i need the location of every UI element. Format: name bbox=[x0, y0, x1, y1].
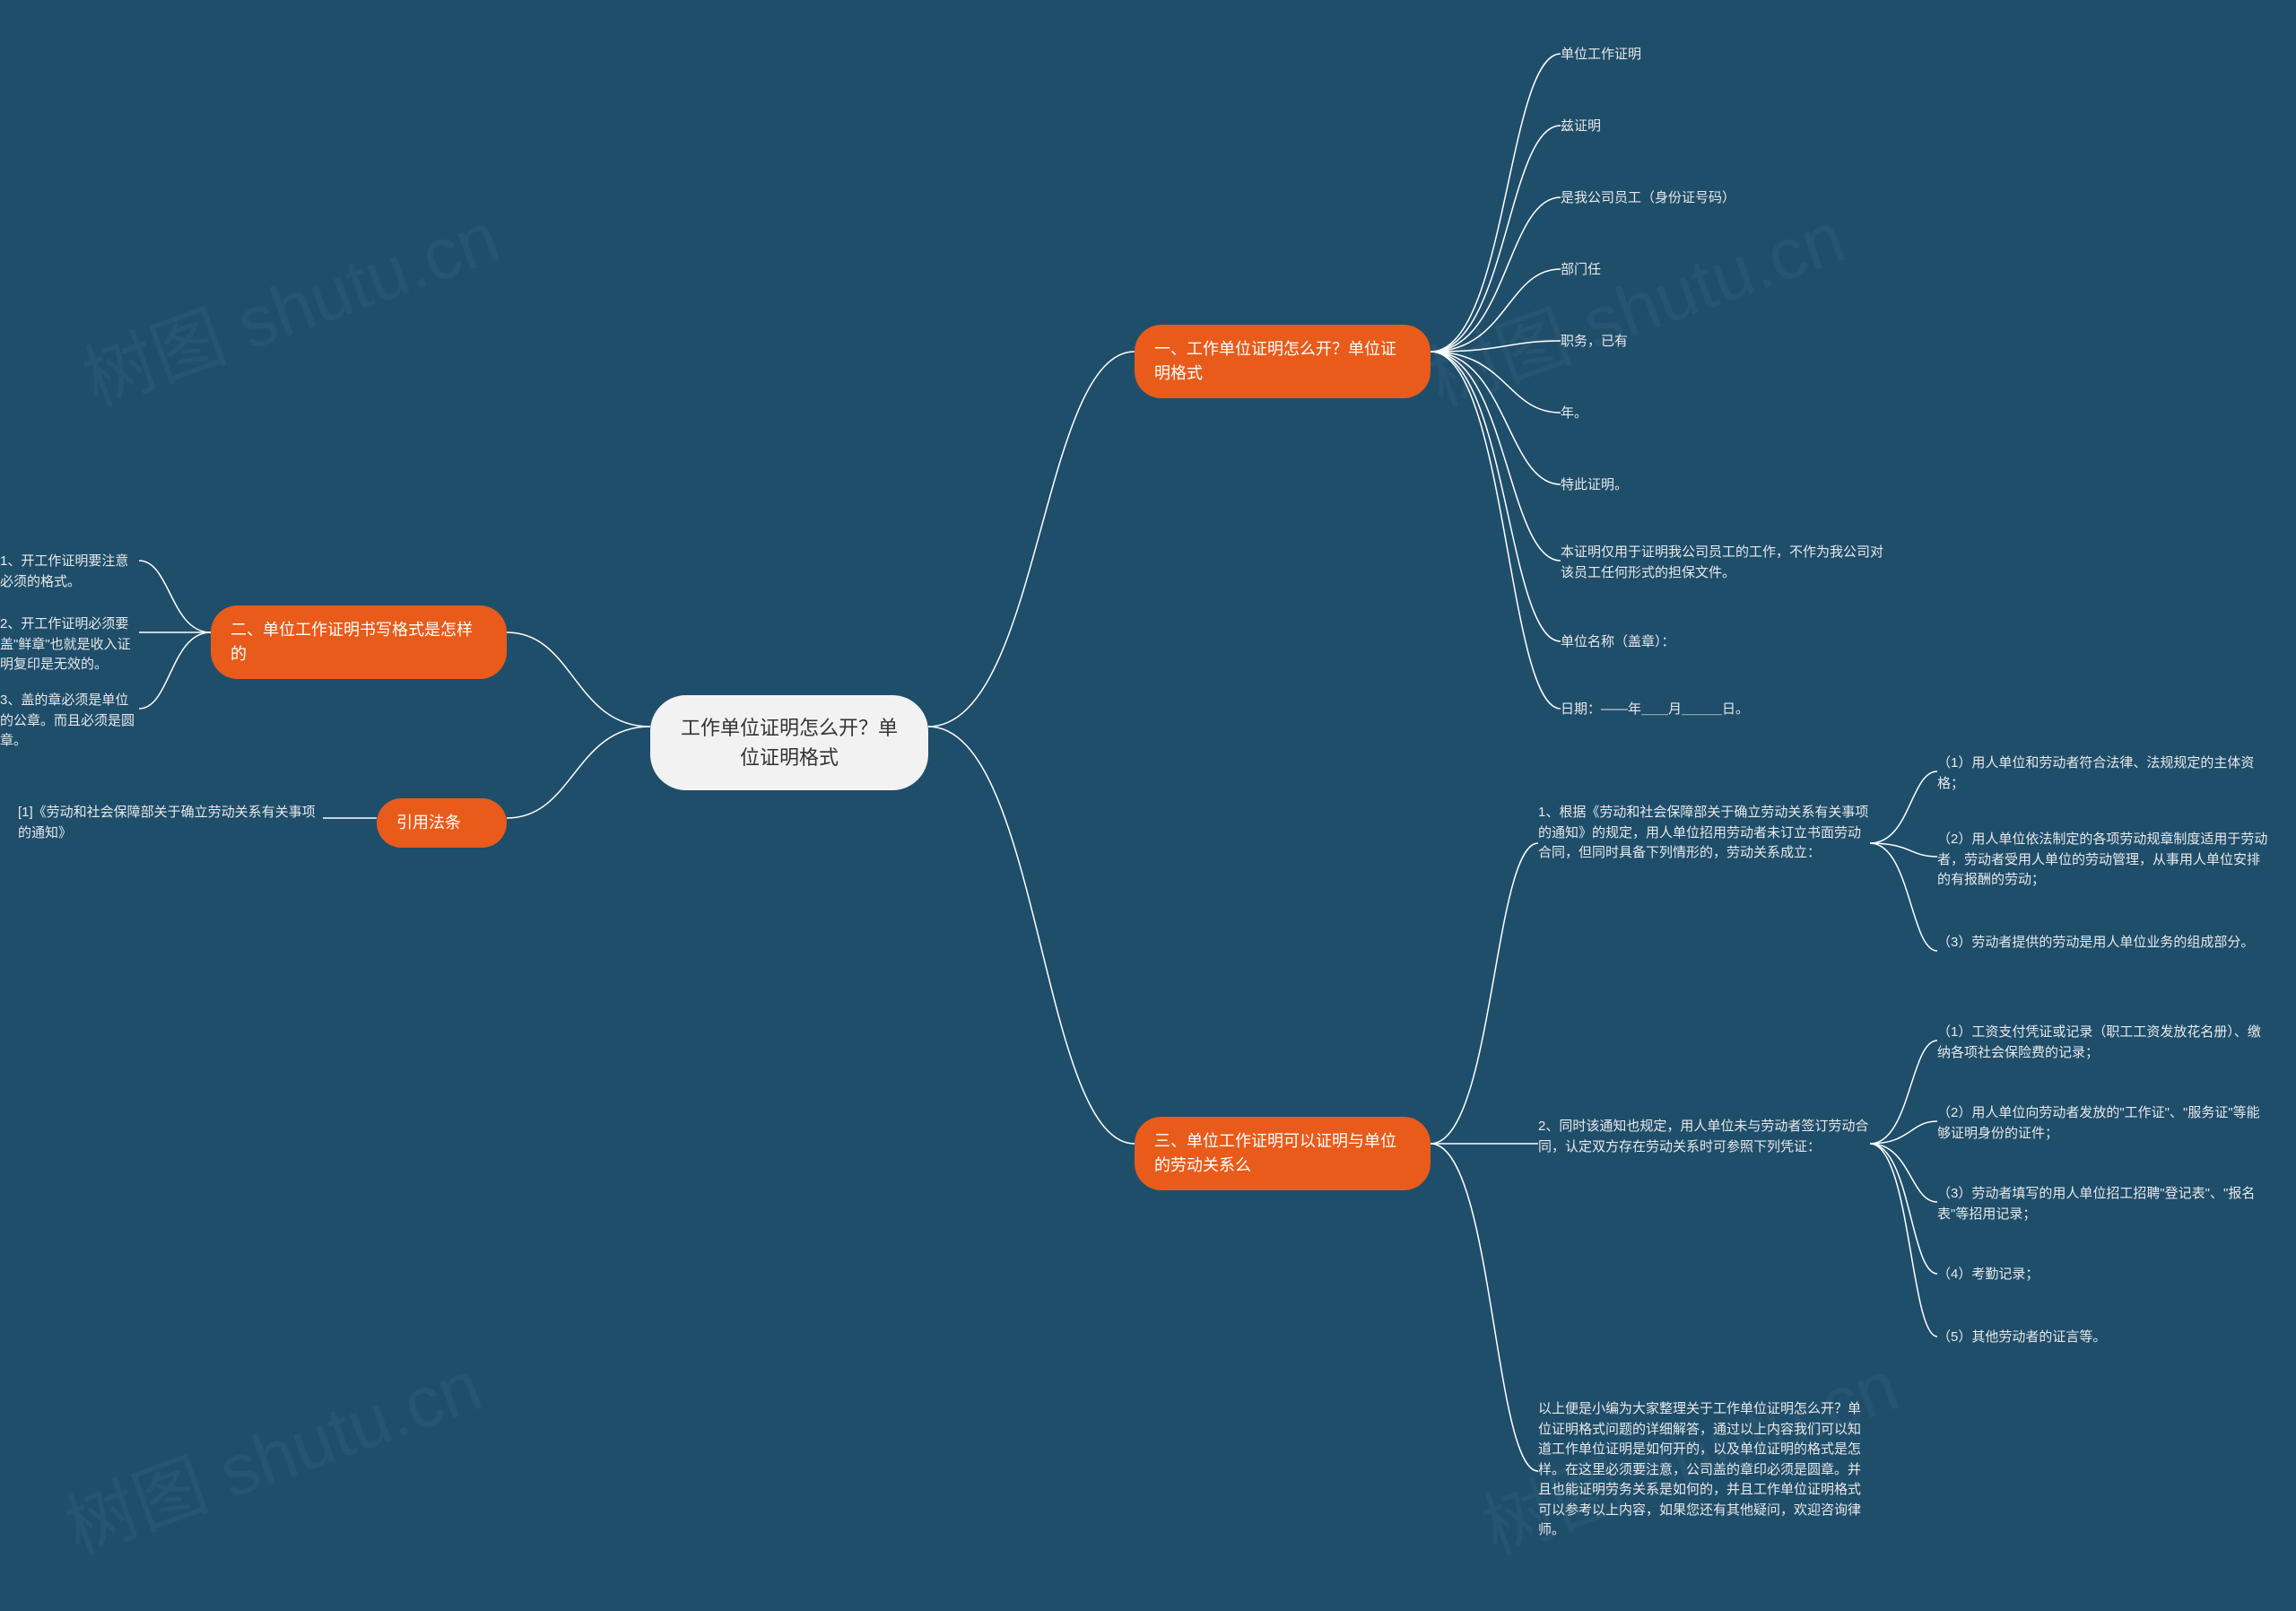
b2-leaf-2: 3、盖的章必须是单位的公章。而且必须是圆章。 bbox=[0, 691, 139, 752]
b3-c2: 2、同时该通知也规定，用人单位未与劳动者签订劳动合同，认定双方存在劳动关系时可参… bbox=[1538, 1117, 1870, 1157]
b4-leaf-0: [1]《劳动和社会保障部关于确立劳动关系有关事项的通知》 bbox=[18, 803, 323, 843]
b1-leaf-9: 日期：——年＿＿月＿＿＿日。 bbox=[1561, 700, 1749, 720]
b3-c1-sub-1: （2）用人单位依法制定的各项劳动规章制度适用于劳动者，劳动者受用人单位的劳动管理… bbox=[1937, 830, 2269, 891]
b1-leaf-2: 是我公司员工（身份证号码） bbox=[1561, 188, 1735, 209]
b1-leaf-0: 单位工作证明 bbox=[1561, 45, 1641, 65]
b3-c3: 以上便是小编为大家整理关于工作单位证明怎么开？单位证明格式问题的详细解答，通过以… bbox=[1538, 1399, 1870, 1541]
b3-c1-sub-0: （1）用人单位和劳动者符合法律、法规规定的主体资格； bbox=[1937, 753, 2269, 794]
watermark: 树图 shutu.cn bbox=[67, 180, 511, 427]
b3-c2-sub-1: （2）用人单位向劳动者发放的"工作证"、"服务证"等能够证明身份的证件； bbox=[1937, 1103, 2269, 1144]
b1-leaf-5: 年。 bbox=[1561, 404, 1587, 424]
branch-4: 引用法条 bbox=[377, 798, 507, 848]
branch-3: 三、单位工作证明可以证明与单位的劳动关系么 bbox=[1135, 1117, 1431, 1190]
watermark: 树图 shutu.cn bbox=[1413, 180, 1857, 427]
b1-leaf-8: 单位名称（盖章）： bbox=[1561, 632, 1675, 653]
connector-layer bbox=[0, 0, 2296, 1611]
b3-c2-sub-4: （5）其他劳动者的证言等。 bbox=[1937, 1328, 2106, 1348]
b2-leaf-1: 2、开工作证明必须要盖"鲜章"也就是收入证明复印是无效的。 bbox=[0, 614, 139, 675]
branch-1: 一、工作单位证明怎么开？单位证明格式 bbox=[1135, 325, 1431, 398]
b1-leaf-4: 职务，已有 bbox=[1561, 332, 1628, 353]
b3-c2-sub-3: （4）考勤记录； bbox=[1937, 1265, 2039, 1285]
root-node: 工作单位证明怎么开？单位证明格式 bbox=[650, 695, 928, 790]
branch-2: 二、单位工作证明书写格式是怎样的 bbox=[211, 605, 507, 679]
b3-c1-sub-2: （3）劳动者提供的劳动是用人单位业务的组成部分。 bbox=[1937, 933, 2254, 954]
b1-leaf-3: 部门任 bbox=[1561, 260, 1601, 281]
b1-leaf-1: 兹证明 bbox=[1561, 117, 1601, 137]
b1-leaf-6: 特此证明。 bbox=[1561, 475, 1628, 496]
watermark: 树图 shutu.cn bbox=[49, 1328, 493, 1575]
b2-leaf-0: 1、开工作证明要注意必须的格式。 bbox=[0, 552, 139, 592]
b3-c2-sub-2: （3）劳动者填写的用人单位招工招聘"登记表"、"报名表"等招用记录； bbox=[1937, 1184, 2269, 1224]
b3-c2-sub-0: （1）工资支付凭证或记录（职工工资发放花名册）、缴纳各项社会保险费的记录； bbox=[1937, 1023, 2269, 1063]
b1-leaf-7: 本证明仅用于证明我公司员工的工作，不作为我公司对该员工任何形式的担保文件。 bbox=[1561, 543, 1892, 583]
b3-c1: 1、根据《劳动和社会保障部关于确立劳动关系有关事项的通知》的规定，用人单位招用劳… bbox=[1538, 803, 1870, 864]
